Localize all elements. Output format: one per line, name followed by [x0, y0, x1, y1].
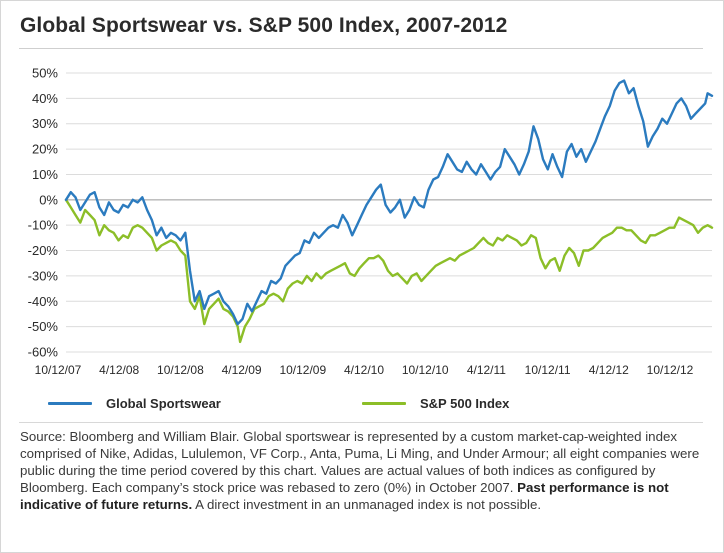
x-tick-label: 4/12/09 [222, 363, 262, 377]
chart-title: Global Sportswear vs. S&P 500 Index, 200… [20, 14, 508, 37]
legend-divider [19, 422, 703, 423]
y-tick-label: -30% [28, 268, 59, 283]
series-line-sportswear [64, 79, 714, 326]
x-tick-label: 10/12/10 [402, 363, 449, 377]
y-tick-label: -20% [28, 243, 59, 258]
y-tick-label: -60% [28, 345, 59, 360]
footnote-text: Source: Bloomberg and William Blair. Glo… [20, 429, 700, 495]
series-line-sp500 [64, 198, 714, 344]
y-tick-label: 10% [32, 167, 58, 182]
gridlines [66, 72, 712, 353]
x-tick-label: 4/12/12 [589, 363, 629, 377]
legend-swatch-sportswear [48, 402, 92, 405]
y-tick-label: -50% [28, 319, 59, 334]
y-axis-ticks: 50% 40% 30% 20% 10% 0% -10% -20% -30% -40% -50% -60… [28, 66, 59, 360]
footnote-disclaimer: Past performance is not indicative of fu… [20, 480, 669, 512]
x-tick-label: 10/12/07 [35, 363, 82, 377]
y-tick-label: 40% [32, 91, 58, 106]
x-tick-label: 4/12/08 [99, 363, 139, 377]
legend-item-sp500: S&P 500 Index [362, 396, 509, 411]
y-tick-label: 0% [39, 192, 58, 207]
legend-swatch-sp500 [362, 402, 406, 405]
series-lines [64, 79, 714, 344]
title-divider [19, 48, 703, 49]
source-footnote: Source: Bloomberg and William Blair. Glo… [20, 428, 710, 513]
footnote-text-end: A direct investment in an unmanaged inde… [192, 497, 542, 512]
x-tick-label: 10/12/12 [647, 363, 694, 377]
y-tick-label: 20% [32, 142, 58, 157]
legend-label-sp500: S&P 500 Index [420, 396, 510, 411]
x-tick-label: 10/12/08 [157, 363, 204, 377]
x-tick-label: 10/12/11 [525, 363, 571, 377]
legend-label-sportswear: Global Sportswear [106, 396, 221, 411]
x-tick-label: 10/12/09 [279, 363, 326, 377]
line-chart: 50% 40% 30% 20% 10% 0% -10% -20% -30% -40% -50% -60… [28, 66, 714, 377]
x-tick-label: 4/12/11 [467, 363, 506, 377]
y-tick-label: 30% [32, 116, 58, 131]
legend: Global Sportswear S&P 500 Index [0, 396, 724, 414]
y-tick-label: -10% [28, 218, 59, 233]
x-tick-label: 4/12/10 [344, 363, 384, 377]
x-axis-ticks: 10/12/07 4/12/08 10/12/08 4/12/09 10/12/09 4/… [35, 363, 694, 377]
y-tick-label: -40% [28, 294, 59, 309]
legend-item-sportswear: Global Sportswear [48, 396, 221, 411]
y-tick-label: 50% [32, 66, 58, 81]
